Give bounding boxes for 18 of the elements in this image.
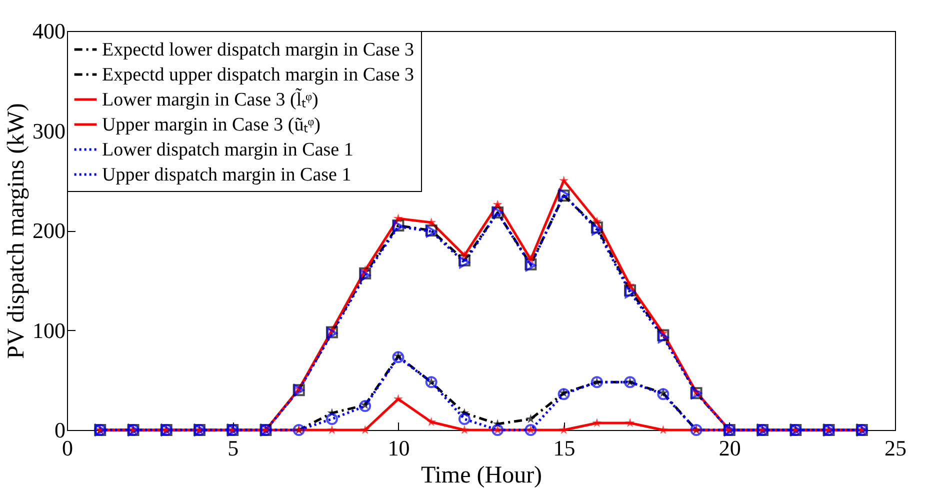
x-tick-label: 5 <box>228 436 239 460</box>
y-tick-label: 400 <box>32 18 66 44</box>
legend-label: Upper margin in Case 3 (ũₜᵠ) <box>102 114 320 136</box>
y-tick-label: 200 <box>32 218 66 243</box>
y-tick-label: 100 <box>32 318 66 343</box>
legend-label: Lower margin in Case 3 (l̃ₜᵠ) <box>102 88 318 110</box>
x-tick-label: 20 <box>718 436 741 460</box>
x-axis-title: Time (Hour) <box>420 462 542 488</box>
x-tick-label: 15 <box>553 436 576 460</box>
x-tick-label: 10 <box>388 436 410 460</box>
legend-label: Expectd lower dispatch margin in Case 3 <box>102 40 414 60</box>
y-tick-label: 0 <box>54 418 66 442</box>
legend-label: Expectd upper dispatch margin in Case 3 <box>102 64 414 86</box>
y-tick-label: 300 <box>32 118 66 144</box>
x-tick-label: 25 <box>884 436 906 460</box>
legend-label: Lower dispatch margin in Case 1 <box>102 140 354 160</box>
legend-label: Upper dispatch margin in Case 1 <box>102 164 352 186</box>
y-axis-title: PV dispatch margins (kW) <box>4 103 30 359</box>
